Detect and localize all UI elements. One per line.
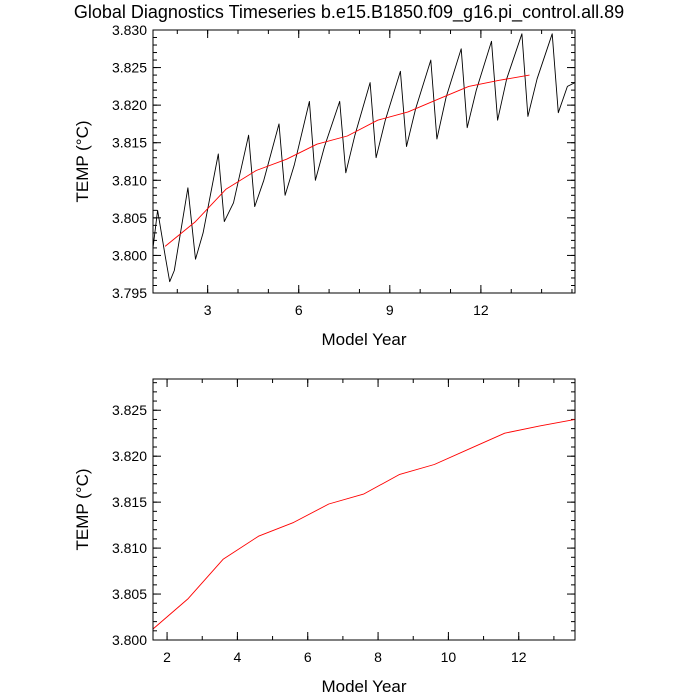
y-tick-label: 3.810 (112, 540, 147, 556)
annual-mean-line (164, 74, 530, 247)
y-axis-label: TEMP (°C) (73, 468, 92, 550)
top-chart: 3.795 3.800 3.805 3.810 3.815 3.820 3.825 3.830… (73, 22, 576, 349)
x-tick-label: 6 (304, 649, 312, 665)
x-tick-label: 10 (441, 649, 457, 665)
y-tick-label: 3.820 (112, 97, 147, 113)
y-tick-label: 3.825 (112, 402, 147, 418)
y-tick-label: 3.820 (112, 448, 147, 464)
y-tick-label: 3.810 (112, 172, 147, 188)
x-tick-label: 2 (163, 649, 171, 665)
y-tick-label: 3.805 (112, 586, 147, 602)
plot-frame (152, 378, 576, 641)
x-tick-label: 12 (511, 649, 527, 665)
y-tick-label: 3.830 (112, 22, 147, 38)
x-tick-label: 3 (204, 302, 212, 318)
x-axis-label: Model Year (321, 677, 406, 696)
chart-title: Global Diagnostics Timeseries b.e15.B185… (74, 2, 624, 23)
bottom-chart: 3.800 3.805 3.810 3.815 3.820 3.825 2 4 6 8 10 12 Mo… (73, 378, 576, 696)
annual-mean-line (152, 418, 576, 630)
monthly-line (152, 33, 576, 283)
plot-frame (152, 29, 576, 294)
y-tick-label: 3.825 (112, 60, 147, 76)
y-tick-label: 3.815 (112, 135, 147, 151)
y-tick-label: 3.800 (112, 632, 147, 648)
x-tick-label: 4 (234, 649, 242, 665)
x-tick-label: 12 (473, 302, 489, 318)
x-tick-label: 9 (386, 302, 394, 318)
x-axis-label: Model Year (321, 330, 406, 349)
y-tick-label: 3.795 (112, 285, 147, 301)
y-axis-label: TEMP (°C) (73, 120, 92, 202)
x-tick-label: 8 (374, 649, 382, 665)
y-tick-label: 3.805 (112, 210, 147, 226)
y-tick-label: 3.800 (112, 247, 147, 263)
y-tick-label: 3.815 (112, 494, 147, 510)
x-tick-label: 6 (295, 302, 303, 318)
